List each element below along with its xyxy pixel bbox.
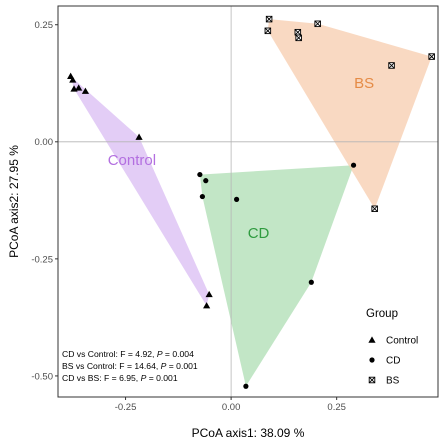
- y-tick-label: 0.25: [35, 20, 54, 31]
- point-bs-1: [265, 15, 273, 23]
- legend-key-bs: [368, 376, 376, 384]
- point-control-6: [135, 133, 143, 140]
- point-bs-8: [371, 205, 378, 213]
- y-tick-label: -0.25: [31, 254, 53, 265]
- point-control-8: [203, 302, 211, 309]
- statistics-annotations: CD vs Control: F = 4.92, P = 0.004 BS vs …: [62, 349, 198, 383]
- point-bs-6: [388, 62, 395, 69]
- point-cd-1: [197, 171, 203, 178]
- x-tick-label: 0.25: [327, 402, 346, 413]
- point-cd-5: [350, 162, 357, 168]
- point-cd-7: [243, 383, 249, 389]
- group-label-control: Control: [108, 152, 156, 169]
- x-axis-ticks: -0.25 0.00 0.25: [115, 397, 346, 413]
- point-bs-3: [294, 28, 302, 36]
- legend-key-control: [368, 336, 376, 343]
- point-bs-4: [295, 34, 302, 42]
- hull-cd: [199, 165, 354, 387]
- x-axis-title: PCoA axis1: 38.09 %: [192, 426, 305, 440]
- x-tick-label: -0.25: [115, 402, 137, 413]
- group-hulls: [70, 19, 432, 387]
- point-cd-2: [203, 178, 209, 184]
- reference-lines: [58, 6, 438, 397]
- point-control-2: [69, 76, 77, 83]
- point-cd-6: [308, 279, 314, 285]
- legend-label-cd: CD: [386, 356, 400, 367]
- legend-title: Group: [366, 308, 398, 320]
- plot-panel-border: [57, 5, 439, 398]
- group-label-bs: BS: [354, 75, 374, 92]
- group-labels: Control CD BS: [108, 75, 374, 242]
- point-bs-2: [264, 27, 272, 35]
- point-control-4: [75, 84, 83, 91]
- point-control-7: [205, 290, 213, 298]
- legend-label-control: Control: [386, 336, 418, 347]
- y-axis-ticks: 0.25 0.00 -0.25 -0.50: [31, 20, 58, 382]
- point-bs-5: [314, 20, 321, 28]
- point-cd-4: [234, 196, 240, 202]
- stat-annotation-3: CD vs BS: F = 6.95, P = 0.001: [62, 373, 178, 383]
- point-cd-3: [199, 193, 205, 200]
- x-tick-label: 0.00: [222, 402, 241, 413]
- point-control-5: [81, 87, 90, 94]
- hull-control: [70, 76, 210, 306]
- y-tick-label: -0.50: [31, 371, 53, 382]
- stat-annotation-2: BS vs Control: F = 14.64, P = 0.001: [62, 361, 198, 371]
- data-points: [67, 15, 435, 389]
- y-axis-title: PCoA axis2: 27.95 %: [7, 145, 21, 258]
- point-bs-7: [428, 53, 435, 60]
- stat-annotation-1: CD vs Control: F = 4.92, P = 0.004: [62, 349, 194, 359]
- legend-key-cd: [369, 357, 375, 363]
- legend: Group Control CD BS: [366, 308, 418, 387]
- group-label-cd: CD: [248, 225, 270, 242]
- y-tick-label: 0.00: [35, 137, 54, 148]
- legend-label-bs: BS: [386, 376, 400, 387]
